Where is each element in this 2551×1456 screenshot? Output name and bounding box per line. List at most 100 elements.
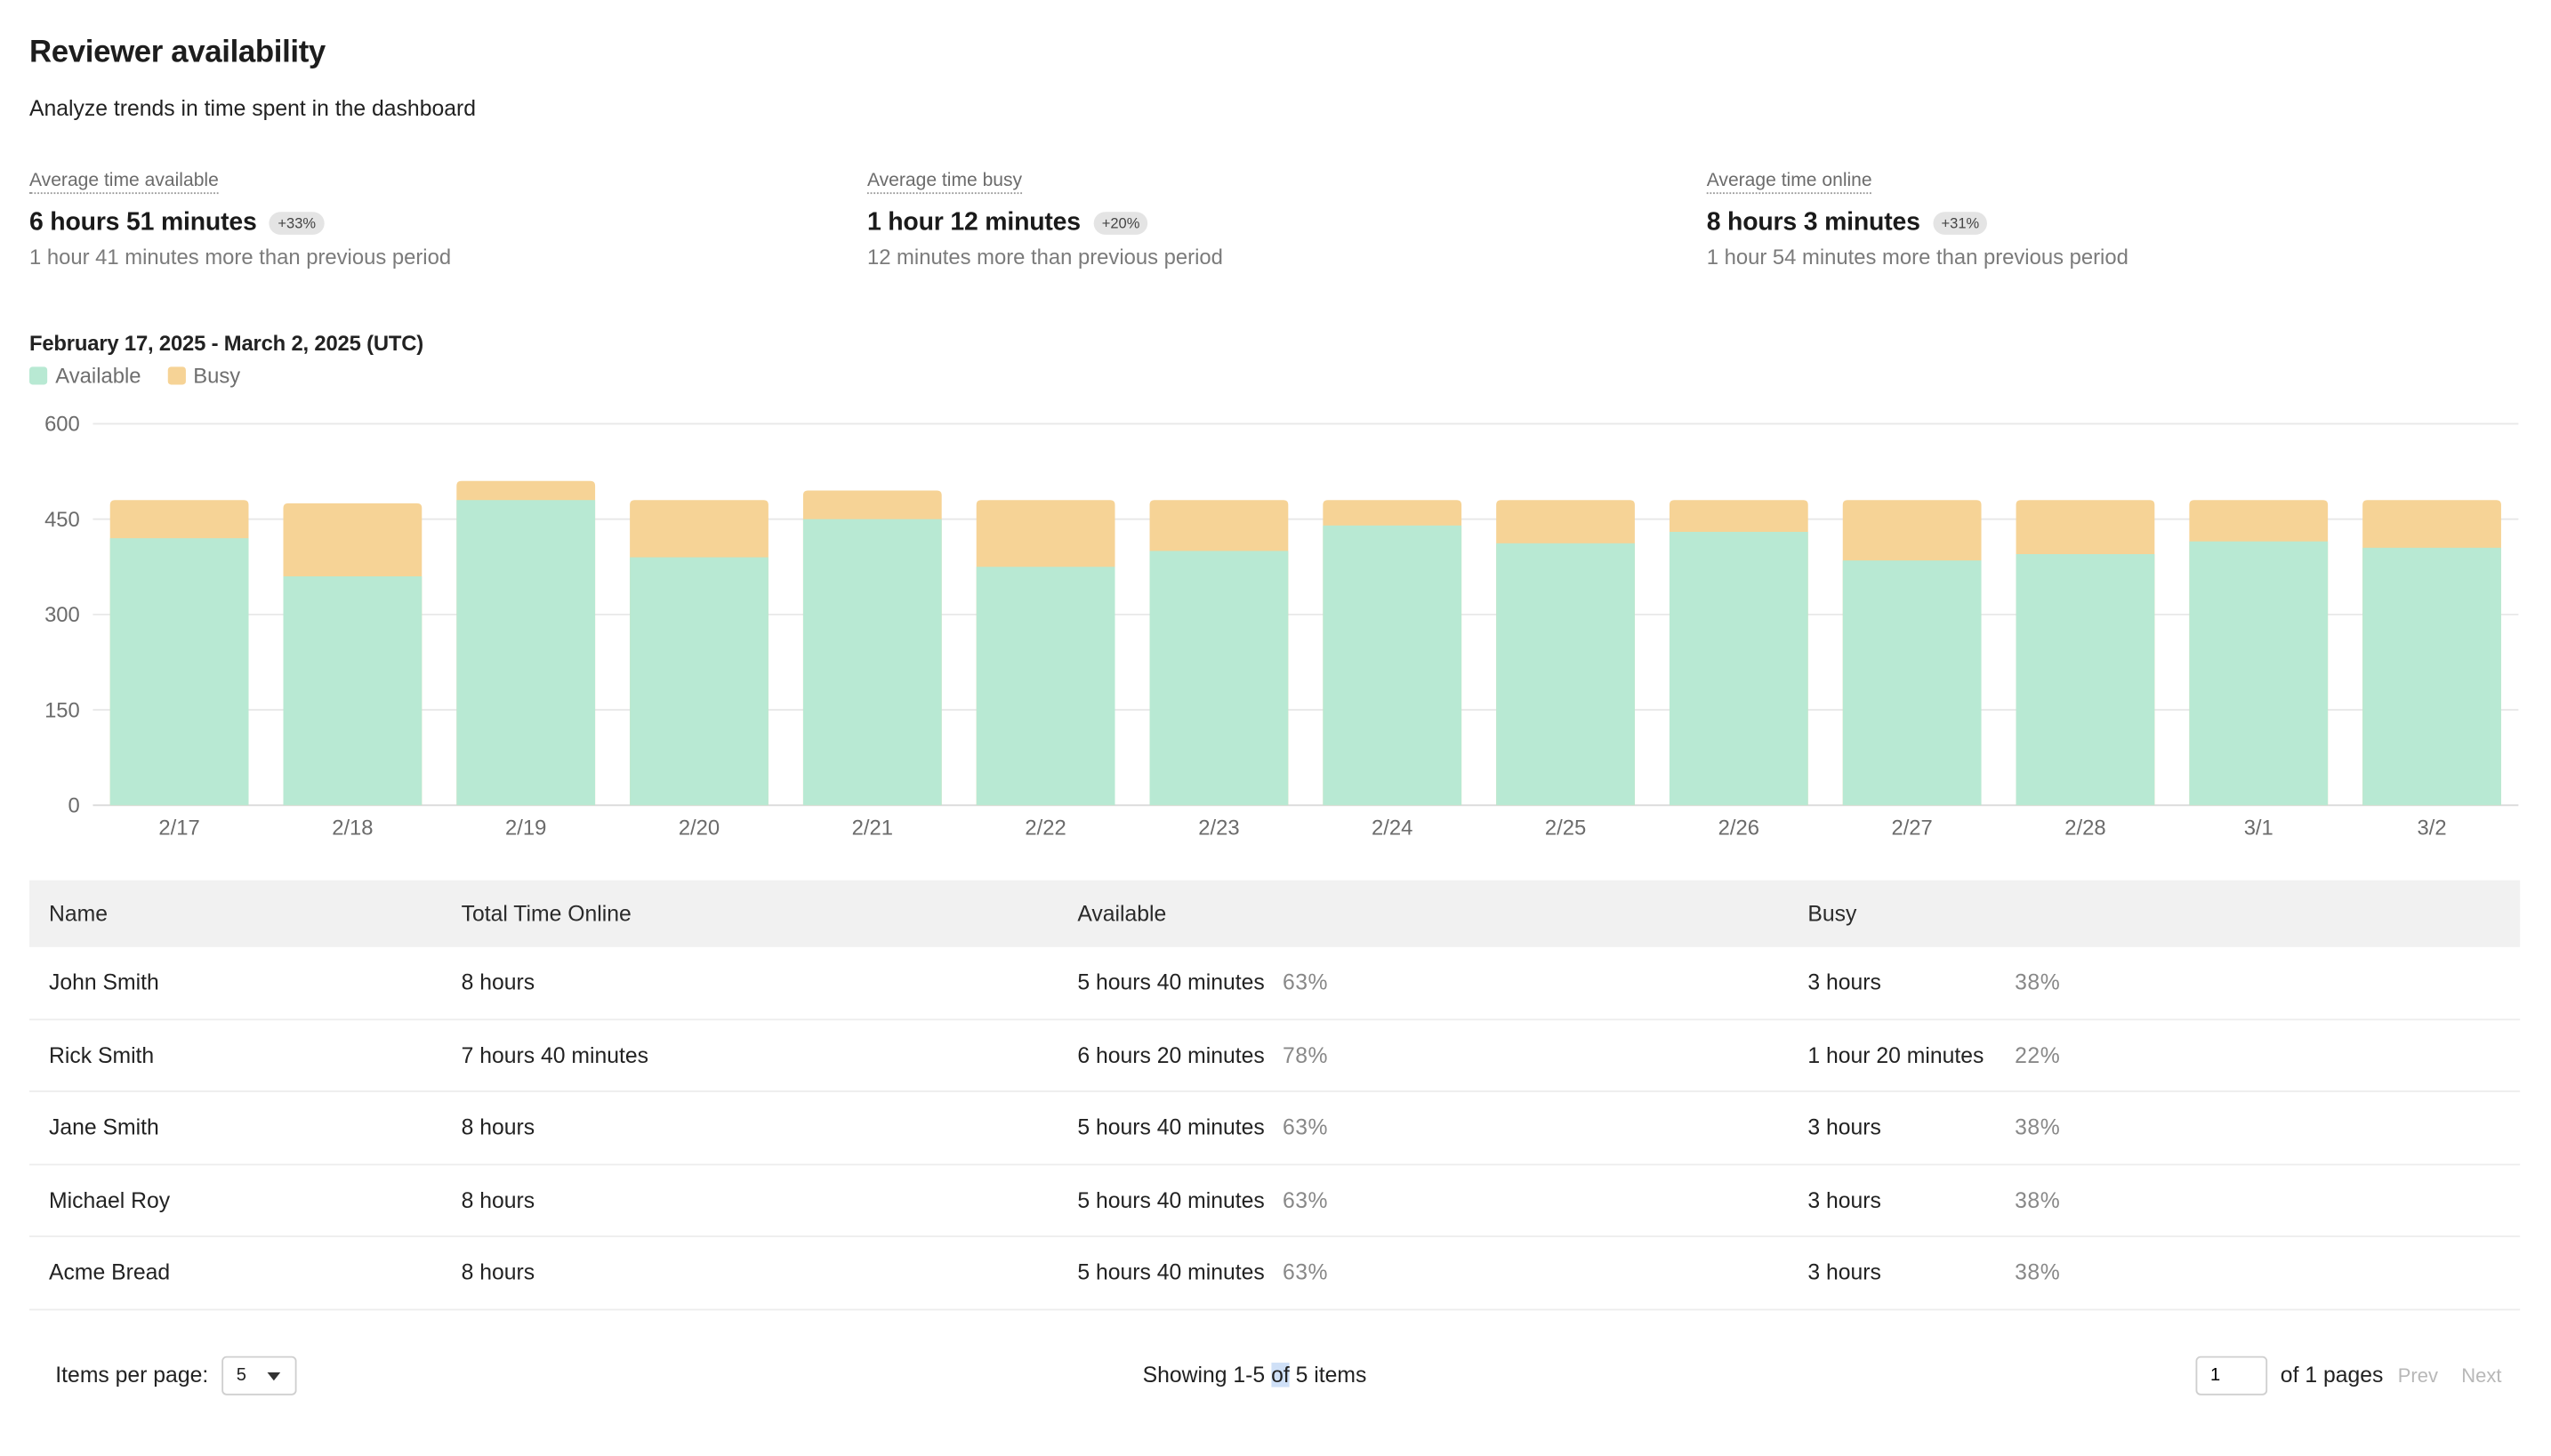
column-header-total-time-online[interactable]: Total Time Online — [461, 901, 632, 926]
page-number-input[interactable] — [2195, 1355, 2268, 1396]
x-tick-label: 2/17 — [158, 816, 199, 840]
bar-segment-available — [109, 538, 249, 806]
stat-value: 6 hours 51 minutes — [28, 208, 257, 237]
bar-segment-available — [1323, 525, 1462, 806]
legend-label: Busy — [193, 363, 241, 389]
cell-busy: 3 hours — [1807, 969, 1881, 995]
prev-page-button[interactable]: Prev — [2397, 1363, 2438, 1388]
cell-available: 6 hours 20 minutes 78% — [1077, 1042, 1328, 1066]
available-percent: 63% — [1282, 969, 1329, 995]
available-percent: 78% — [1282, 1042, 1329, 1067]
stat-label[interactable]: Average time available — [28, 171, 219, 195]
cell-total-time-online: 8 hours — [461, 1187, 535, 1212]
stat-average-online: Average time online 8 hours 3 minutes +3… — [1706, 165, 2490, 269]
cell-available: 5 hours 40 minutes 63% — [1077, 1188, 1328, 1212]
legend-label: Available — [55, 363, 141, 389]
showing-range: Showing 1-5 — [1142, 1363, 1272, 1388]
stat-average-busy: Average time busy 1 hour 12 minutes +20%… — [866, 165, 1650, 269]
x-tick-label: 2/27 — [1891, 816, 1932, 840]
busy-percent: 38% — [2015, 1187, 2061, 1212]
bar-segment-available — [2189, 541, 2329, 806]
stat-label[interactable]: Average time online — [1706, 171, 1872, 195]
cell-name: Jane Smith — [48, 1114, 159, 1140]
cell-total-time-online: 8 hours — [461, 969, 535, 995]
table-row[interactable]: Jane Smith 8 hours 5 hours 40 minutes 63% 3 … — [28, 1092, 2521, 1165]
available-duration: 5 hours 40 minutes — [1077, 1114, 1265, 1140]
reviewer-table: Name Total Time Online Available Busy Jo… — [28, 880, 2521, 1310]
table-row[interactable]: Rick Smith 7 hours 40 minutes 6 hours 20 m… — [28, 1019, 2521, 1092]
x-tick-label: 2/28 — [2064, 816, 2105, 840]
bar-segment-available — [1842, 560, 1982, 806]
table-body: John Smith 8 hours 5 hours 40 minutes 63% 3 … — [28, 947, 2521, 1310]
stat-description: 12 minutes more than previous period — [866, 244, 1223, 269]
available-duration: 5 hours 40 minutes — [1077, 969, 1265, 995]
bar-segment-available — [630, 557, 769, 806]
busy-percent: 38% — [2015, 1114, 2061, 1140]
x-tick-label: 2/24 — [1372, 816, 1412, 840]
cell-name: Rick Smith — [48, 1042, 155, 1067]
table-row[interactable]: John Smith 8 hours 5 hours 40 minutes 63% 3 … — [28, 947, 2521, 1020]
cell-available: 5 hours 40 minutes 63% — [1077, 1115, 1328, 1139]
available-percent: 63% — [1282, 1114, 1329, 1140]
bar-segment-available — [1149, 551, 1289, 806]
cell-busy: 3 hours — [1807, 1114, 1881, 1140]
available-percent: 63% — [1282, 1187, 1329, 1212]
available-duration: 5 hours 40 minutes — [1077, 1260, 1265, 1285]
available-duration: 6 hours 20 minutes — [1077, 1042, 1265, 1067]
x-tick-label: 2/18 — [332, 816, 373, 840]
items-per-page-value: 5 — [236, 1365, 246, 1386]
legend-swatch-available — [28, 366, 48, 385]
available-duration: 5 hours 40 minutes — [1077, 1187, 1265, 1212]
bar-segment-available — [456, 500, 596, 806]
busy-percent: 38% — [2015, 1260, 2061, 1285]
cell-total-time-online: 7 hours 40 minutes — [461, 1042, 649, 1067]
stat-description: 1 hour 41 minutes more than previous per… — [28, 244, 452, 269]
table-row[interactable]: Michael Roy 8 hours 5 hours 40 minutes 63% 3… — [28, 1164, 2521, 1237]
cell-busy: 3 hours — [1807, 1187, 1881, 1212]
available-percent: 63% — [1282, 1260, 1329, 1285]
legend-item-available: Available — [28, 363, 141, 389]
pagination-bar: Items per page: 5 Showing 1-5 of 5 items… — [0, 1347, 2551, 1405]
stat-average-available: Average time available 6 hours 51 minute… — [28, 165, 812, 269]
items-per-page-select[interactable]: 5 — [221, 1355, 297, 1396]
x-tick-label: 2/23 — [1198, 816, 1239, 840]
cell-name: John Smith — [48, 969, 159, 995]
showing-total: 5 items — [1289, 1363, 1367, 1388]
stacked-bar-chart: 0 150 300 450 600 2/17 2/18 2/19 2/20 2/21 2/22 2/2… — [44, 413, 2519, 840]
busy-percent: 38% — [2015, 969, 2061, 995]
y-tick-label: 0 — [68, 794, 80, 818]
column-header-name[interactable]: Name — [48, 901, 108, 926]
next-page-button[interactable]: Next — [2461, 1363, 2502, 1388]
table-header-row: Name Total Time Online Available Busy — [28, 880, 2521, 947]
cell-total-time-online: 8 hours — [461, 1114, 535, 1140]
y-tick-label: 150 — [44, 698, 80, 722]
bar-segment-available — [1669, 531, 1808, 806]
column-header-busy[interactable]: Busy — [1807, 901, 1857, 926]
showing-of: of — [1271, 1363, 1290, 1388]
x-tick-label: 2/22 — [1025, 816, 1066, 840]
cell-available: 5 hours 40 minutes 63% — [1077, 1260, 1328, 1284]
x-tick-label: 2/20 — [679, 816, 720, 840]
cell-busy: 3 hours — [1807, 1260, 1881, 1285]
stat-value: 8 hours 3 minutes — [1706, 208, 1920, 237]
busy-percent: 22% — [2015, 1042, 2061, 1067]
bar-segment-available — [1496, 543, 1635, 806]
total-pages-text: of 1 pages — [2280, 1363, 2384, 1388]
cell-available: 5 hours 40 minutes 63% — [1077, 970, 1328, 994]
x-tick-label: 3/2 — [2418, 816, 2447, 840]
column-header-available[interactable]: Available — [1077, 901, 1167, 926]
table-row[interactable]: Acme Bread 8 hours 5 hours 40 minutes 63% 3 … — [28, 1237, 2521, 1310]
bar-segment-available — [802, 519, 942, 806]
stat-change-badge: +20% — [1093, 212, 1148, 235]
stat-value: 1 hour 12 minutes — [866, 208, 1081, 237]
cell-total-time-online: 8 hours — [461, 1260, 535, 1285]
stat-label[interactable]: Average time busy — [866, 171, 1023, 195]
bar-segment-available — [976, 567, 1115, 806]
y-tick-label: 600 — [44, 413, 80, 437]
showing-items-text: Showing 1-5 of 5 items — [1142, 1363, 1367, 1388]
bar-segment-available — [2362, 547, 2501, 806]
stat-description: 1 hour 54 minutes more than previous per… — [1706, 244, 2129, 269]
bar-segment-available — [2016, 553, 2155, 806]
bar-segment-available — [283, 576, 422, 806]
x-tick-label: 2/25 — [1545, 816, 1586, 840]
